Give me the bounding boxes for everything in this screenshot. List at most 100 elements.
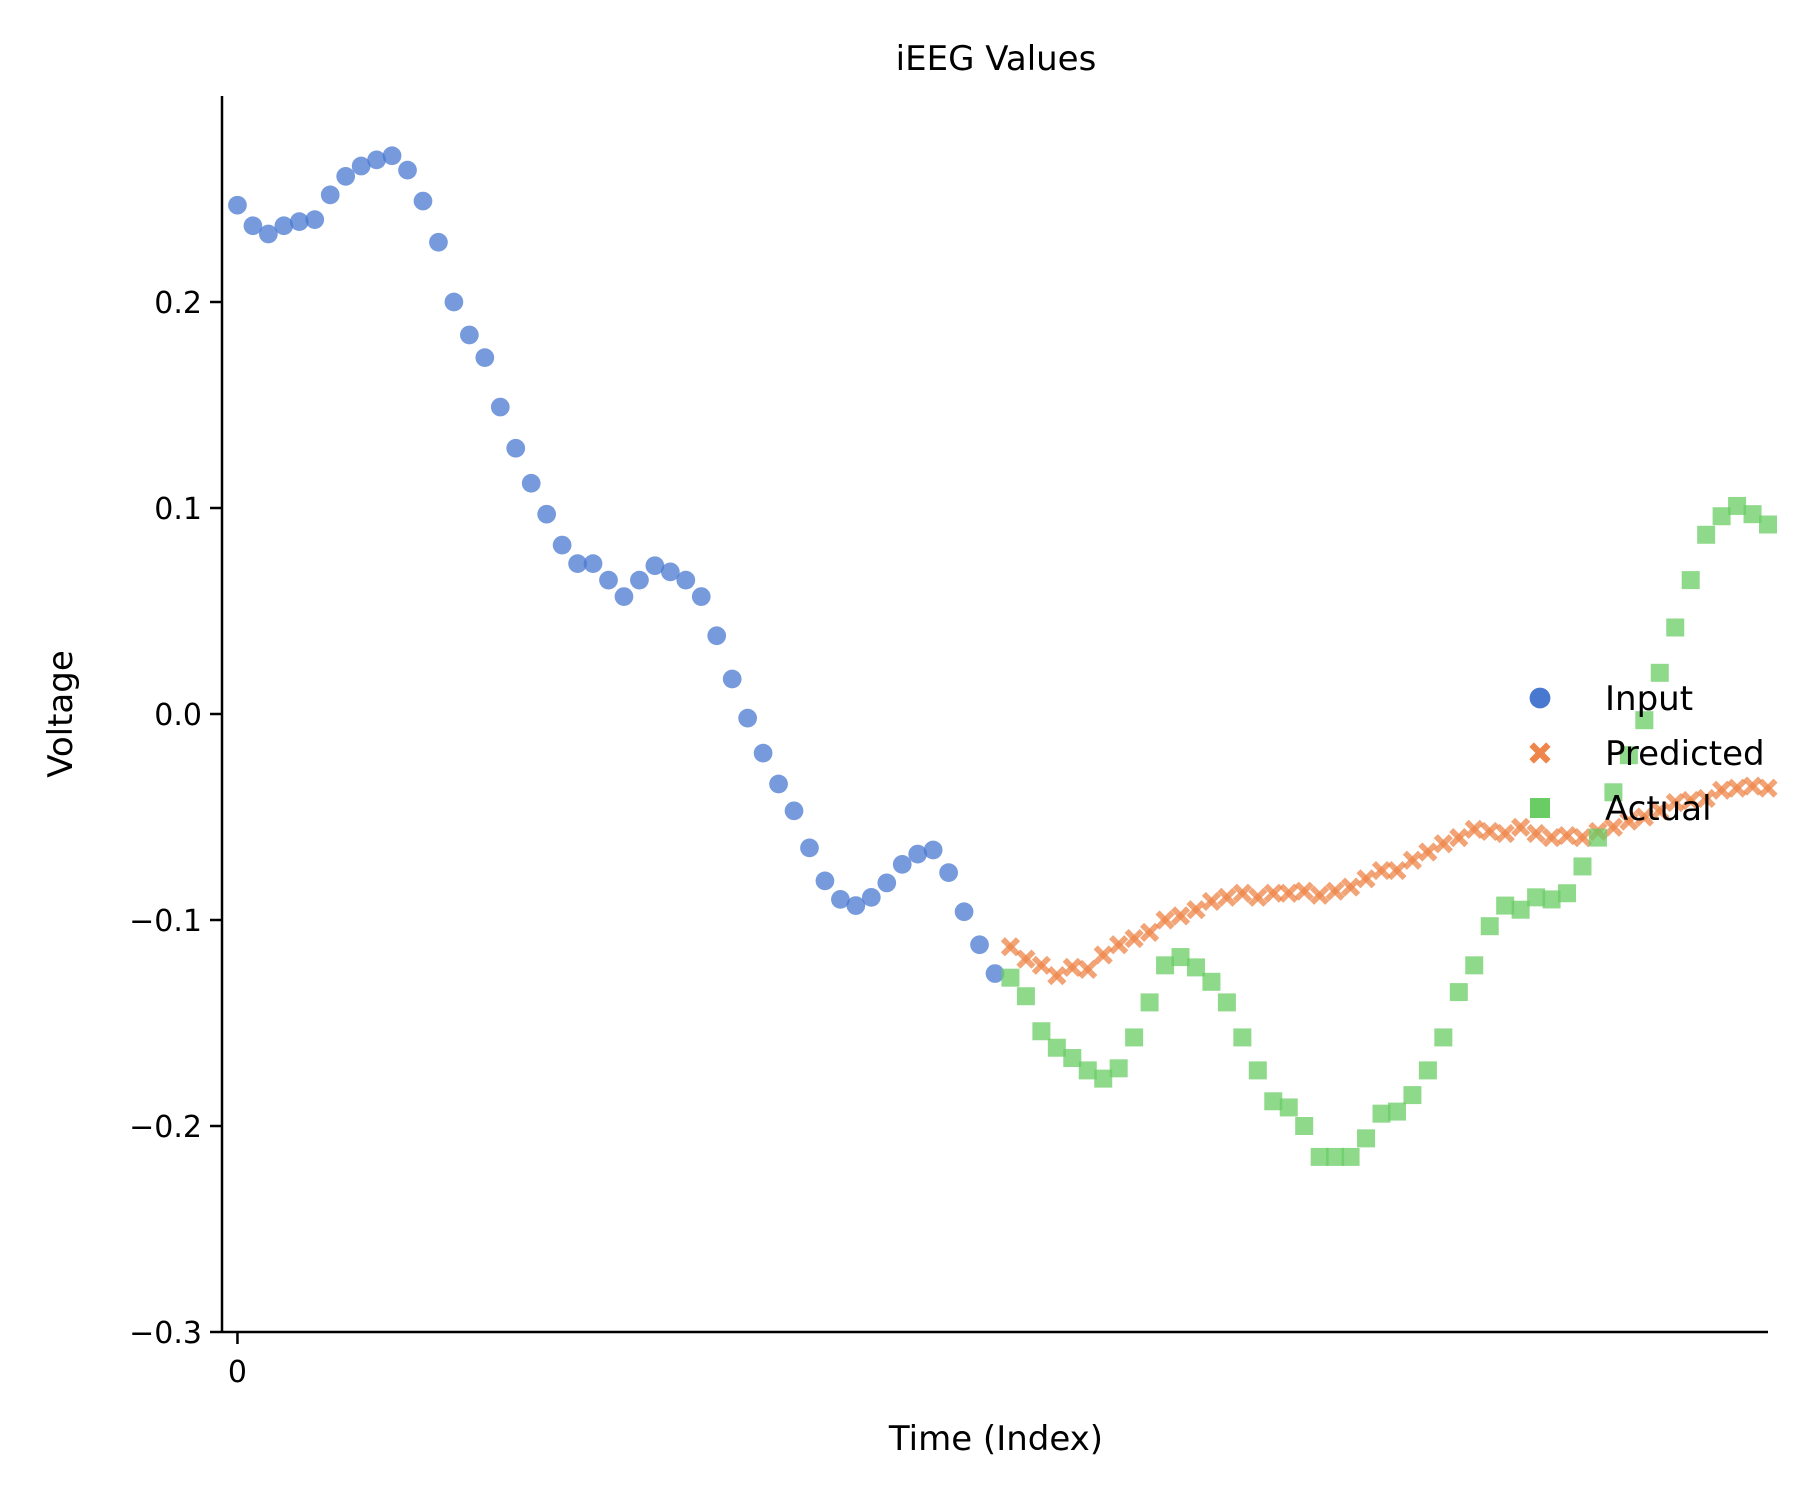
input-point xyxy=(630,570,649,590)
predicted-point xyxy=(1681,790,1701,811)
predicted-point xyxy=(1557,825,1577,846)
predicted-point xyxy=(1170,906,1191,926)
input-point xyxy=(320,185,340,205)
input-point xyxy=(568,554,587,573)
legend-label: Predicted xyxy=(1605,734,1765,774)
input-point xyxy=(846,896,866,915)
predicted-point xyxy=(1402,850,1423,870)
actual-point xyxy=(1326,1147,1345,1166)
actual-point xyxy=(1125,1028,1144,1047)
predicted-point xyxy=(1078,959,1098,980)
predicted-point xyxy=(1263,883,1283,903)
predicted-point xyxy=(1031,955,1051,975)
input-point xyxy=(398,160,417,180)
predicted-point xyxy=(1016,949,1036,969)
input-point xyxy=(831,890,850,909)
actual-point xyxy=(1357,1129,1376,1148)
actual-point xyxy=(1094,1069,1113,1088)
input-point xyxy=(367,150,386,170)
input-point xyxy=(738,708,757,728)
actual-point xyxy=(1527,888,1546,907)
input-point xyxy=(490,397,510,417)
predicted-point xyxy=(1480,821,1500,842)
actual-point xyxy=(1047,1038,1066,1057)
predicted-point xyxy=(1572,828,1593,848)
actual-point xyxy=(1264,1092,1283,1111)
legend-marker xyxy=(1530,798,1550,818)
predicted-point xyxy=(1186,900,1206,920)
predicted-point xyxy=(1418,842,1438,862)
input-point xyxy=(753,743,773,763)
actual-point xyxy=(1465,956,1484,975)
actual-point xyxy=(1712,507,1731,526)
actual-point xyxy=(1387,1102,1406,1121)
predicted-point xyxy=(1217,887,1237,907)
y-tick-label: 0.1 xyxy=(154,492,202,527)
legend-item-predicted: Predicted xyxy=(1529,734,1765,774)
input-point xyxy=(305,210,325,229)
predicted-point xyxy=(1155,910,1175,930)
input-point xyxy=(228,195,247,215)
input-point xyxy=(676,570,696,590)
input-point xyxy=(939,863,958,882)
actual-point xyxy=(1480,917,1499,936)
legend-item-actual: Actual xyxy=(1530,789,1712,829)
actual-point xyxy=(1650,663,1669,682)
input-point xyxy=(444,292,464,312)
actual-point xyxy=(1666,618,1685,637)
input-point xyxy=(954,902,974,922)
actual-point xyxy=(1109,1059,1128,1078)
predicted-point xyxy=(1232,883,1252,903)
actual-point xyxy=(1233,1028,1252,1047)
predicted-point xyxy=(1248,887,1268,907)
actual-point xyxy=(1759,515,1777,534)
predicted-point xyxy=(1000,937,1021,957)
input-point xyxy=(259,224,278,244)
actual-point xyxy=(1016,987,1035,1006)
predicted-point xyxy=(1356,869,1376,889)
actual-point xyxy=(1156,956,1175,975)
input-point xyxy=(289,212,309,232)
input-point xyxy=(413,191,433,211)
actual-point xyxy=(1449,983,1468,1002)
actual-point xyxy=(1635,711,1654,730)
input-point xyxy=(274,216,294,236)
actual-point xyxy=(1743,505,1762,524)
predicted-point xyxy=(1294,881,1314,901)
predicted-point xyxy=(1371,860,1392,881)
x-axis-ticks: 0 xyxy=(228,1332,247,1390)
input-point xyxy=(923,840,943,860)
predicted-point xyxy=(1464,819,1484,839)
input-point xyxy=(537,504,557,524)
predicted-point xyxy=(1340,877,1361,897)
actual-point xyxy=(1217,993,1236,1012)
input-point xyxy=(800,838,819,858)
predicted-point xyxy=(1634,807,1654,827)
actual-point xyxy=(1403,1086,1422,1105)
legend-label: Actual xyxy=(1605,789,1712,829)
actual-point xyxy=(1588,828,1607,847)
predicted-point xyxy=(1727,778,1747,798)
predicted-point xyxy=(1093,945,1113,965)
predicted-point xyxy=(1665,792,1685,813)
input-point xyxy=(521,473,541,493)
predicted-point xyxy=(1387,860,1407,881)
predicted-point xyxy=(1124,928,1144,949)
actual-point xyxy=(1140,993,1159,1012)
x-tick-label: 0 xyxy=(228,1355,247,1390)
input-point xyxy=(583,554,603,573)
x-axis-label: Time (Index) xyxy=(888,1419,1103,1459)
predicted-point xyxy=(1310,885,1330,905)
predicted-point xyxy=(1047,966,1067,986)
legend-label: Input xyxy=(1605,679,1693,719)
y-axis-ticks: −0.3 −0.2 −0.1 0.0 0.1 0.2 xyxy=(129,286,222,1351)
input-point xyxy=(614,587,634,606)
predicted-point xyxy=(1696,788,1716,809)
y-tick-label: −0.2 xyxy=(129,1110,202,1145)
predicted-point xyxy=(1511,817,1531,837)
actual-point xyxy=(1728,496,1747,515)
actual-point xyxy=(1295,1117,1314,1135)
actual-point xyxy=(1171,948,1190,967)
predicted-point xyxy=(1495,823,1515,844)
legend-marker xyxy=(1529,742,1551,764)
